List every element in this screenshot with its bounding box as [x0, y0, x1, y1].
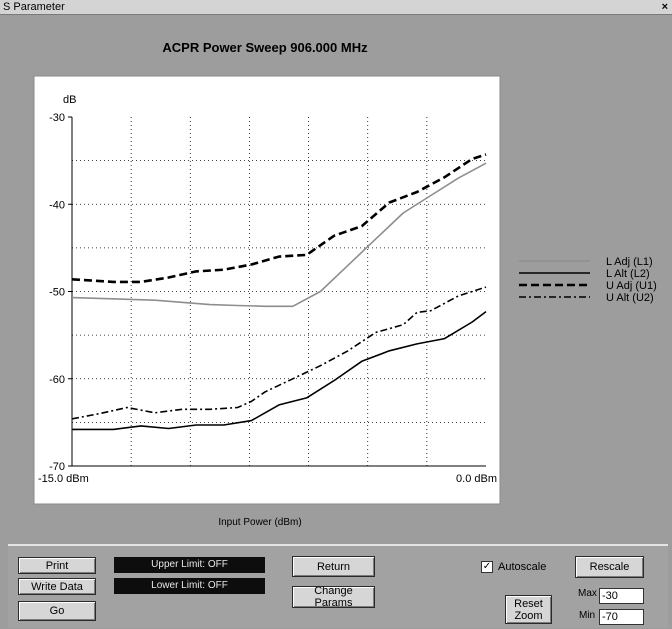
return-button[interactable]: Return [292, 556, 375, 577]
min-input[interactable]: -70 [599, 609, 644, 625]
series-line-1 [71, 162, 487, 308]
write-data-button[interactable]: Write Data [18, 578, 96, 595]
reset-zoom-label-2: Zoom [514, 609, 543, 622]
series-line-3 [71, 153, 487, 284]
window-title: S Parameter [3, 1, 65, 13]
y-axis-label: dB [63, 94, 76, 106]
chart-panel [33, 75, 501, 505]
y-tick-label: -60 [49, 374, 65, 386]
series-line-4 [71, 286, 487, 420]
x-tick-label-min: -15.0 dBm [38, 473, 89, 485]
y-tick-label: -30 [49, 112, 65, 124]
legend-label-2: L Alt (L2) [606, 268, 650, 280]
legend-label-4: U Alt (U2) [606, 292, 654, 304]
autoscale-label: Autoscale [498, 561, 547, 573]
reset-zoom-label-1: Reset [514, 597, 543, 610]
rescale-button[interactable]: Rescale [575, 556, 644, 578]
series-line-2 [72, 310, 487, 431]
upper-limit-status: Upper Limit: OFF [114, 557, 265, 573]
title-bar: S Parameter × [0, 0, 672, 15]
go-button[interactable]: Go [18, 601, 96, 621]
autoscale-check-icon[interactable]: ✓ [481, 561, 493, 573]
change-params-button[interactable]: Change Params [292, 585, 375, 609]
max-label: Max [578, 588, 597, 599]
y-tick-label: -50 [49, 287, 65, 299]
max-input[interactable]: -30 [599, 588, 644, 604]
close-icon[interactable]: × [661, 1, 668, 13]
x-tick-label-max: 0.0 dBm [456, 473, 497, 485]
x-axis-label: Input Power (dBm) [218, 517, 302, 528]
y-tick-label: -40 [49, 199, 65, 211]
min-label: Min [579, 610, 596, 621]
print-button[interactable]: Print [18, 557, 96, 574]
legend-label-3: U Adj (U1) [606, 280, 657, 292]
reset-zoom-button[interactable]: Reset Zoom [505, 595, 552, 624]
y-tick-label: -70 [49, 461, 65, 473]
lower-limit-status: Lower Limit: OFF [114, 578, 265, 594]
legend-label-1: L Adj (L1) [606, 256, 653, 268]
chart-title: ACPR Power Sweep 906.000 MHz [162, 40, 368, 55]
autoscale-checkbox[interactable]: ✓ Autoscale [481, 561, 546, 573]
